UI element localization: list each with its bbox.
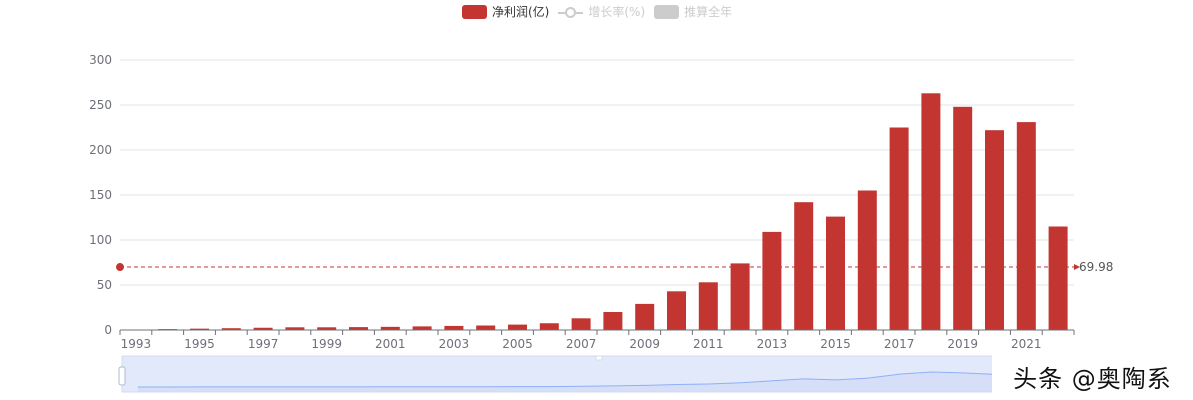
mark-line-label: 69.98 [1079,260,1113,274]
x-tick-label: 2003 [439,337,470,351]
x-tick-label: 2019 [947,337,978,351]
bar[interactable] [444,325,464,330]
legend-item-growth-rate[interactable]: 增长率(%) [558,3,645,20]
x-tick-label: 2015 [820,337,851,351]
bar[interactable] [603,312,623,330]
legend-swatch-full-year-estimate [654,4,680,19]
bar[interactable] [380,326,400,330]
y-tick-label: 250 [89,98,112,112]
bar[interactable] [571,318,591,330]
bar[interactable] [826,216,845,330]
bar[interactable] [317,327,337,330]
bar[interactable] [349,327,368,330]
y-tick-label: 150 [89,188,112,202]
bar[interactable] [190,328,209,330]
bar[interactable] [698,282,718,330]
bar[interactable] [985,130,1004,330]
bar[interactable] [635,303,655,330]
bar[interactable] [253,327,273,330]
x-tick-label: 1995 [184,337,215,351]
bar[interactable] [412,326,432,330]
mark-line-end-arrow [1074,264,1080,271]
legend-item-full-year-estimate[interactable]: 推算全年 [654,3,732,20]
x-tick-label: 1999 [311,337,342,351]
datazoom-start-handle[interactable] [118,366,126,386]
bar[interactable] [794,202,814,330]
bar[interactable] [762,231,782,330]
bar[interactable] [508,324,527,330]
x-tick-label: 2005 [502,337,533,351]
y-tick-label: 300 [89,53,112,67]
legend-label-growth-rate: 增长率(%) [588,5,646,19]
x-tick-label: 2013 [757,337,788,351]
watermark-text: 头条 @奥陶系 [1013,365,1172,393]
x-tick-label: 2011 [693,337,724,351]
bar[interactable] [285,327,305,330]
mark-line-start-symbol [116,263,124,272]
bar[interactable] [857,190,877,331]
x-tick-label: 2001 [375,337,406,351]
x-tick-label: 2007 [566,337,597,351]
datazoom-data-line [137,371,1059,388]
bar[interactable] [221,328,241,330]
bar[interactable] [953,106,973,330]
bar[interactable] [1048,226,1068,331]
y-tick-label: 0 [104,323,112,337]
x-tick-label: 1993 [121,337,152,351]
bar[interactable] [889,127,909,331]
y-tick-label: 100 [89,233,112,247]
x-tick-label: 2021 [1011,337,1042,351]
bar[interactable] [539,323,559,330]
legend-label-full-year-estimate: 推算全年 [684,5,733,19]
legend-swatch-net-profit [462,4,487,19]
bar[interactable] [667,291,686,330]
chart-legend: 净利润(亿) 增长率(%) 推算全年 [462,3,741,20]
x-tick-label: 2009 [629,337,660,351]
datazoom-move-handle[interactable] [595,355,603,361]
y-tick-label: 50 [97,278,112,292]
bar[interactable] [921,93,941,330]
x-tick-label: 2017 [884,337,915,351]
legend-item-net-profit[interactable]: 净利润(亿) [462,3,549,20]
bar[interactable] [1016,122,1036,330]
watermark: 头条 @奥陶系 [992,353,1193,400]
bar[interactable] [476,325,496,331]
y-tick-label: 200 [89,143,112,157]
x-tick-label: 1997 [248,337,279,351]
legend-label-net-profit: 净利润(亿) [492,5,550,19]
bar[interactable] [730,263,750,330]
legend-swatch-growth-rate [558,5,584,19]
